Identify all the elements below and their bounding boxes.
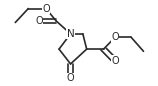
Text: O: O — [35, 16, 43, 26]
Text: O: O — [67, 73, 74, 83]
Text: O: O — [42, 4, 50, 14]
Text: O: O — [111, 32, 119, 42]
Text: O: O — [111, 56, 119, 66]
Text: N: N — [67, 29, 74, 39]
